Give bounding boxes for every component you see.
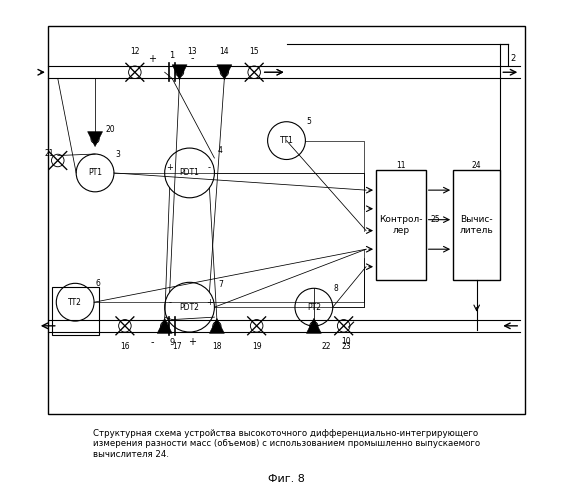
Text: -: -: [190, 54, 194, 64]
Text: +: +: [206, 298, 213, 306]
Text: Вычис-
литель: Вычис- литель: [460, 216, 493, 235]
Text: 4: 4: [218, 146, 223, 155]
Text: -: -: [208, 164, 211, 172]
Bar: [48, 26, 525, 414]
Text: 9: 9: [170, 338, 175, 346]
Text: 22: 22: [321, 342, 331, 351]
Text: +: +: [148, 54, 156, 64]
Text: 14: 14: [219, 46, 229, 56]
Text: 25: 25: [431, 215, 441, 224]
Text: 3: 3: [115, 150, 120, 158]
Text: 10: 10: [342, 338, 351, 346]
Text: 23: 23: [342, 342, 351, 351]
Text: +: +: [188, 337, 196, 347]
Text: -: -: [168, 298, 171, 306]
Polygon shape: [217, 65, 232, 80]
Text: 17: 17: [172, 342, 182, 351]
Polygon shape: [307, 318, 321, 334]
Polygon shape: [157, 318, 172, 334]
Bar: [453, 170, 500, 280]
Text: 2: 2: [510, 54, 515, 63]
Text: 1: 1: [170, 52, 175, 60]
Polygon shape: [172, 65, 187, 80]
Text: 19: 19: [252, 342, 261, 351]
Text: PDT2: PDT2: [179, 302, 199, 312]
Text: PDT1: PDT1: [179, 168, 199, 177]
Text: Фиг. 8: Фиг. 8: [268, 474, 305, 484]
Text: 7: 7: [218, 280, 223, 289]
Text: 20: 20: [105, 124, 115, 134]
Text: 15: 15: [249, 46, 259, 56]
Text: PT1: PT1: [88, 168, 102, 177]
Text: Структурная схема устройства высокоточного дифференциально-интегрирующего
измере: Структурная схема устройства высокоточно…: [93, 429, 480, 459]
Text: PT2: PT2: [307, 302, 321, 312]
Text: 8: 8: [334, 284, 339, 293]
Text: 5: 5: [307, 117, 311, 126]
Polygon shape: [209, 318, 225, 334]
Text: 21: 21: [44, 148, 54, 158]
Text: 16: 16: [120, 342, 129, 351]
Bar: [52, 288, 99, 335]
Text: 11: 11: [396, 161, 406, 170]
Text: 6: 6: [95, 279, 100, 288]
Polygon shape: [88, 132, 103, 146]
Text: 18: 18: [212, 342, 222, 351]
Text: Контрол-
лер: Контрол- лер: [379, 216, 423, 235]
Text: 13: 13: [187, 46, 197, 56]
Text: TT2: TT2: [68, 298, 82, 306]
Bar: [376, 170, 426, 280]
Text: -: -: [151, 337, 154, 347]
Text: 12: 12: [130, 46, 140, 56]
Text: +: +: [166, 164, 173, 172]
Text: 24: 24: [472, 161, 481, 170]
Text: TT1: TT1: [280, 136, 293, 145]
